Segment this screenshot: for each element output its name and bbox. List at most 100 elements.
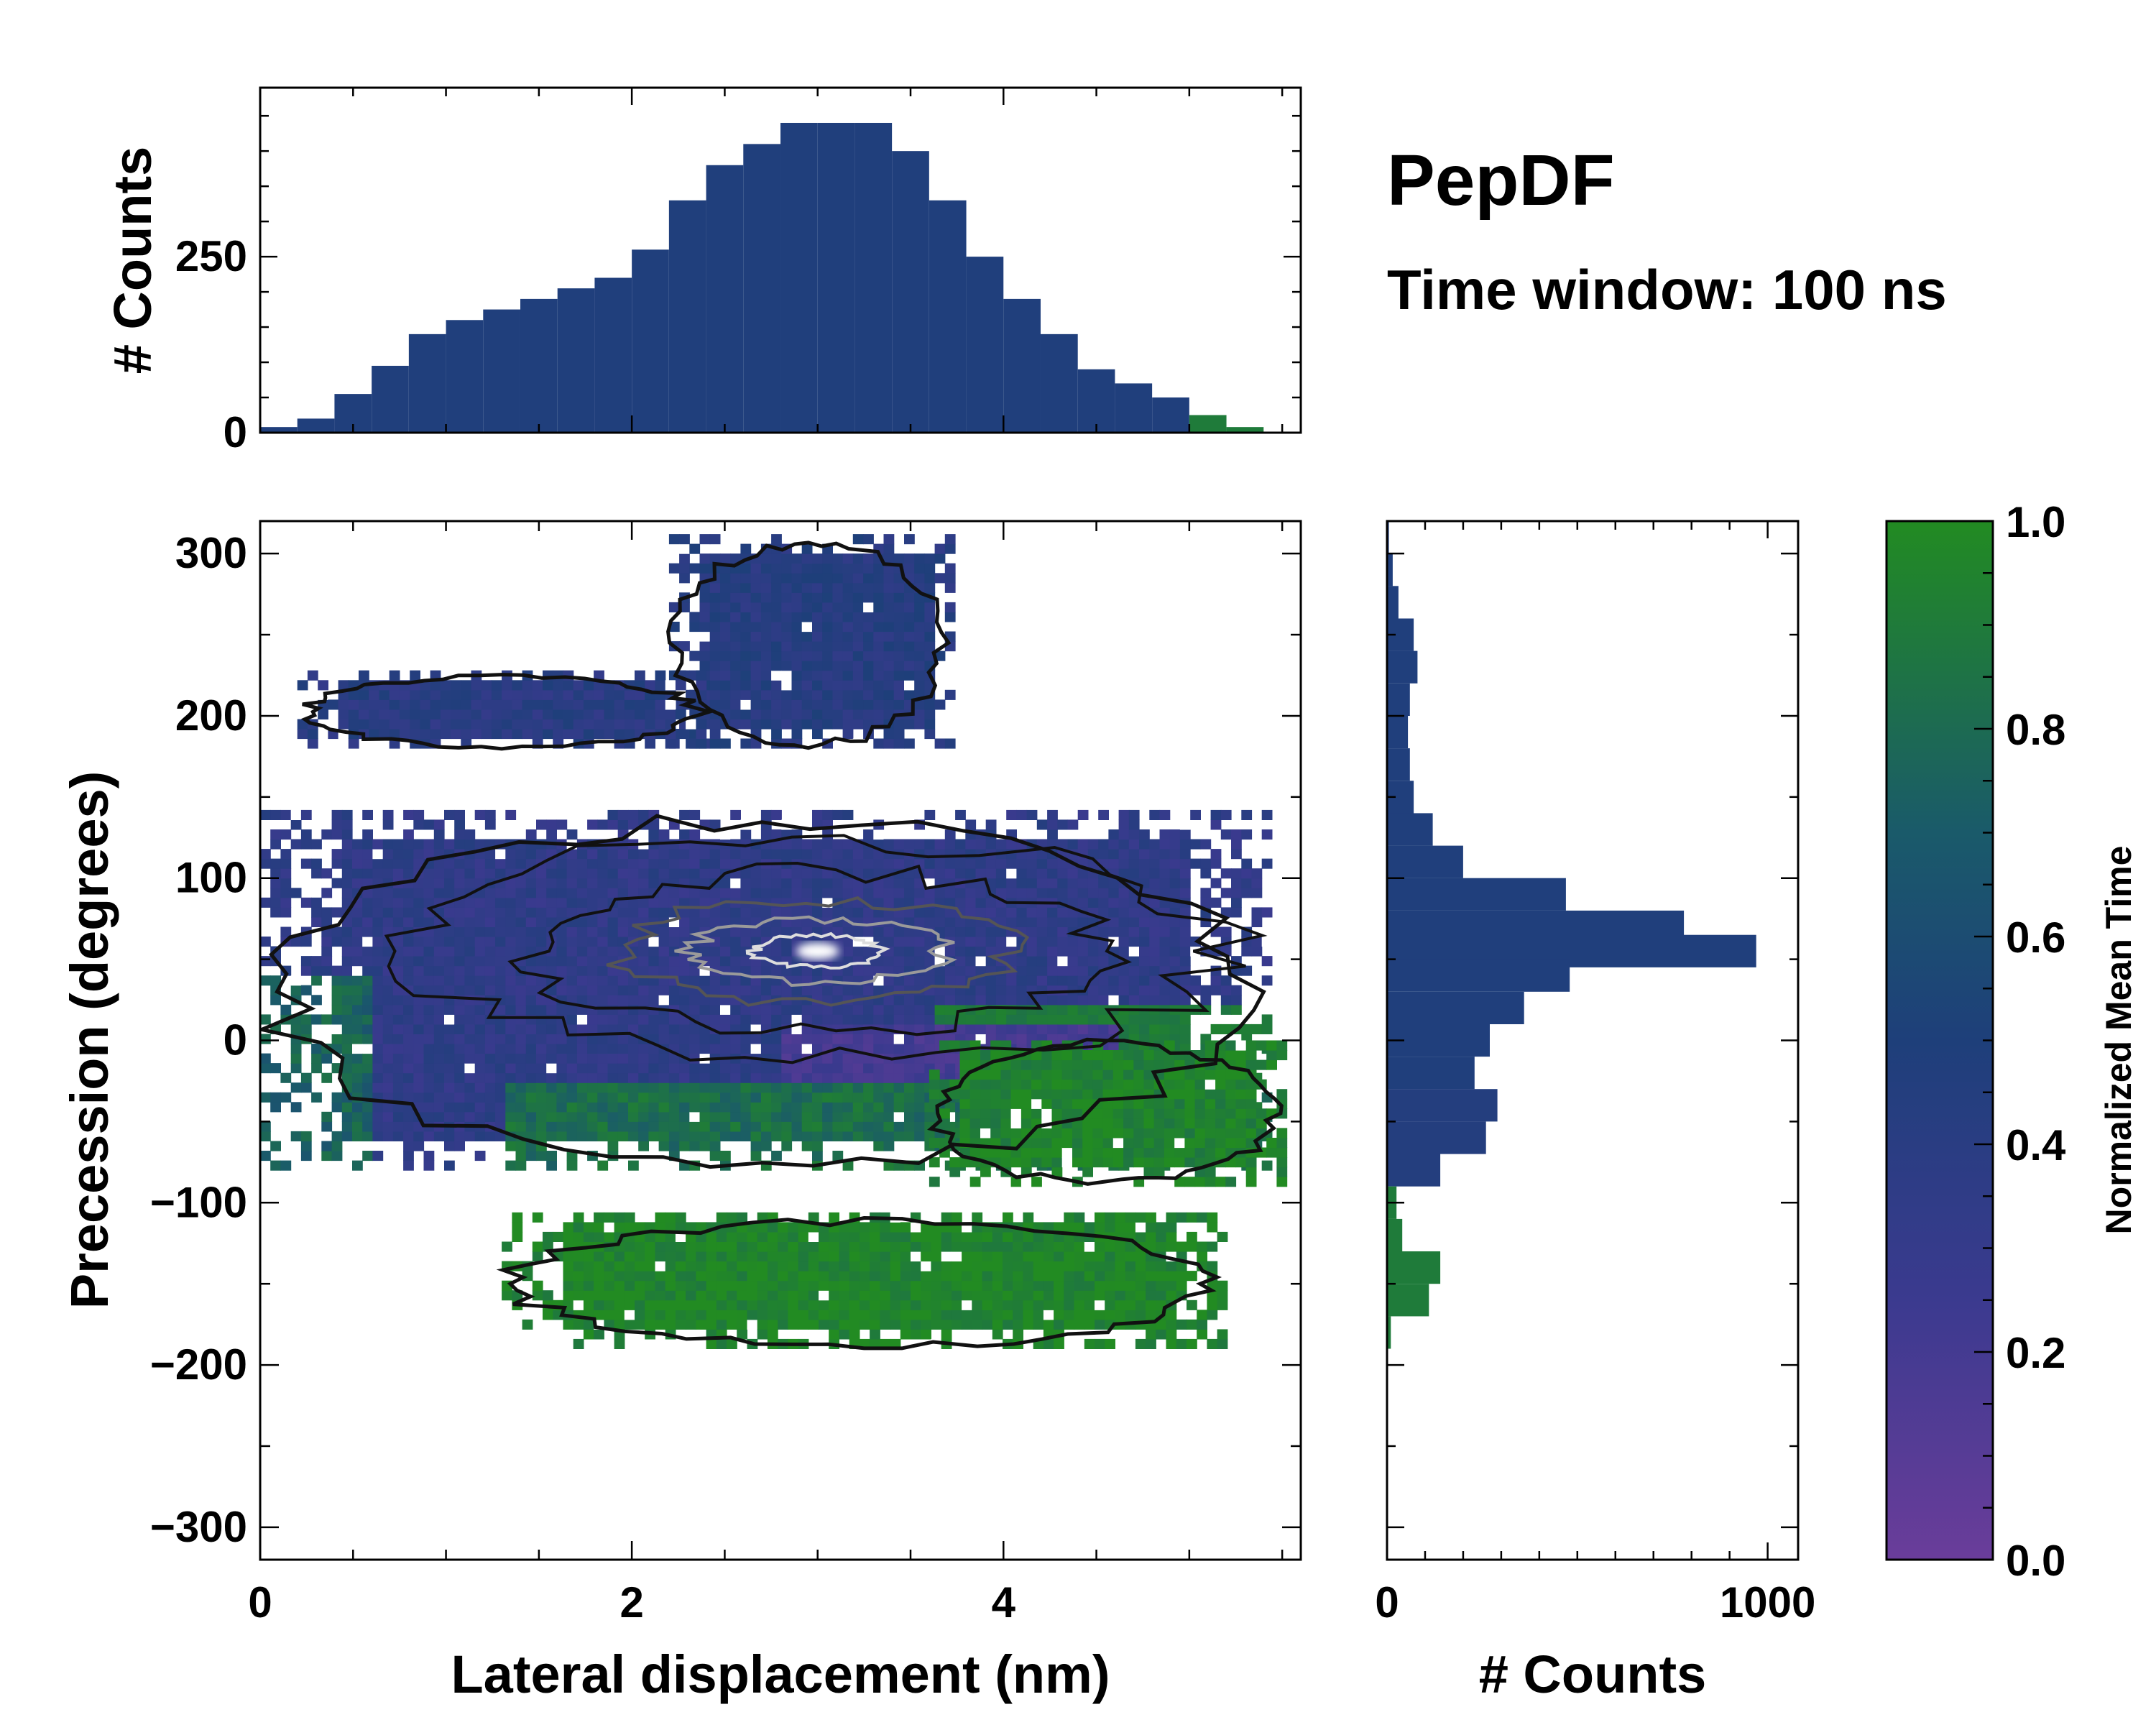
- heatmap-cell: [890, 1290, 901, 1301]
- heatmap-cell: [924, 641, 936, 652]
- heatmap-cell: [1215, 1177, 1226, 1187]
- heatmap-cell: [536, 937, 547, 947]
- heatmap-cell: [737, 1300, 747, 1310]
- heatmap-cell: [771, 1102, 782, 1113]
- heatmap-cell: [686, 1271, 696, 1282]
- heatmap-cell: [638, 1044, 649, 1054]
- heatmap-cell: [819, 1241, 829, 1252]
- heatmap-cell: [372, 1034, 384, 1044]
- heatmap-cell: [893, 1034, 905, 1044]
- heatmap-cell: [372, 965, 384, 976]
- heatmap-cell: [689, 1121, 701, 1132]
- heatmap-cell: [992, 1319, 1003, 1330]
- heatmap-cell: [1143, 1128, 1155, 1138]
- heatmap-cell: [852, 582, 864, 593]
- heatmap-cell: [740, 680, 752, 691]
- heatmap-cell: [352, 937, 363, 947]
- heatmap-cell: [413, 888, 425, 898]
- heatmap-cell: [709, 1014, 721, 1025]
- heatmap-cell: [1087, 1024, 1099, 1034]
- heatmap-cell: [727, 1290, 737, 1301]
- heatmap-cell: [849, 1261, 860, 1271]
- heatmap-cell: [863, 1102, 874, 1113]
- heatmap-cell: [852, 1004, 864, 1015]
- heatmap-cell: [873, 1014, 885, 1025]
- heatmap-cell: [1067, 946, 1079, 957]
- heatmap-cell: [617, 1082, 629, 1093]
- heatmap-cell: [689, 1102, 701, 1113]
- heatmap-cell: [546, 1131, 557, 1141]
- heatmap-cell: [801, 1102, 813, 1113]
- heatmap-cell: [1041, 1128, 1053, 1138]
- heatmap-cell: [628, 1102, 639, 1113]
- heatmap-cell: [924, 1044, 936, 1054]
- heatmap-cell: [863, 612, 874, 622]
- heatmap-cell: [921, 1212, 931, 1223]
- heatmap-cell: [750, 1034, 762, 1044]
- heatmap-cell: [525, 907, 537, 918]
- heatmap-cell: [842, 650, 854, 661]
- heatmap-cell: [658, 1131, 670, 1141]
- heatmap-cell: [362, 829, 373, 840]
- heatmap-cell: [832, 956, 844, 967]
- heatmap-cell: [1128, 926, 1140, 937]
- heatmap-cell: [362, 849, 373, 860]
- heatmap-cell: [842, 661, 854, 671]
- heatmap-cell: [1241, 829, 1253, 840]
- heatmap-cell: [727, 1319, 737, 1330]
- heatmap-cell: [863, 631, 874, 642]
- heatmap-cell: [1200, 839, 1212, 850]
- heatmap-cell: [771, 907, 782, 918]
- heatmap-cell: [668, 1141, 680, 1151]
- heatmap-cell: [893, 622, 905, 632]
- heatmap-cell: [781, 878, 793, 888]
- heatmap-cell: [1013, 1280, 1023, 1291]
- heatmap-cell: [379, 689, 390, 700]
- heatmap-cell: [362, 809, 373, 820]
- heatmap-cell: [668, 868, 680, 879]
- heatmap-cell: [1036, 956, 1048, 967]
- heatmap-cell: [525, 1034, 537, 1044]
- heatmap-cell: [921, 1310, 931, 1320]
- heatmap-cell: [750, 592, 762, 603]
- heatmap-cell: [1220, 975, 1232, 986]
- heatmap-cell: [1087, 878, 1099, 888]
- heatmap-cell: [604, 1271, 615, 1282]
- heatmap-cell: [873, 985, 885, 995]
- plot-title: PepDF: [1387, 140, 1615, 221]
- heatmap-cell: [1047, 926, 1058, 937]
- heatmap-cell: [1225, 1118, 1237, 1128]
- heatmap-cell: [696, 1319, 707, 1330]
- heatmap-cell: [1235, 1108, 1247, 1119]
- heatmap-cell: [1118, 907, 1130, 918]
- heatmap-cell: [433, 956, 445, 967]
- heatmap-cell: [1139, 946, 1150, 957]
- heatmap-cell: [757, 1271, 768, 1282]
- heatmap-cell: [474, 916, 486, 927]
- heatmap-cell: [911, 1231, 921, 1242]
- heatmap-cell: [1139, 829, 1150, 840]
- heatmap-cell: [1169, 956, 1181, 967]
- heatmap-cell: [525, 1121, 537, 1132]
- heatmap-cell: [658, 956, 670, 967]
- heatmap-cell: [880, 1222, 891, 1233]
- heatmap-cell: [433, 858, 445, 869]
- heatmap-cell: [689, 543, 701, 554]
- heatmap-cell: [904, 553, 915, 564]
- heatmap-cell: [505, 1024, 517, 1034]
- heatmap-cell: [679, 985, 690, 995]
- heatmap-cell: [951, 1212, 962, 1223]
- heatmap-cell: [873, 573, 885, 584]
- heatmap-cell: [1266, 1050, 1277, 1061]
- heatmap-cell: [720, 622, 731, 632]
- heatmap-cell: [543, 729, 553, 740]
- heatmap-cell: [730, 592, 741, 603]
- heatmap-cell: [454, 985, 465, 995]
- heatmap-cell: [829, 1290, 839, 1301]
- heatmap-cell: [1231, 829, 1242, 840]
- heatmap-cell: [1057, 878, 1069, 888]
- heatmap-cell: [628, 926, 639, 937]
- heatmap-cell: [893, 937, 905, 947]
- heatmap-cell: [1047, 916, 1058, 927]
- heatmap-cell: [931, 1280, 942, 1291]
